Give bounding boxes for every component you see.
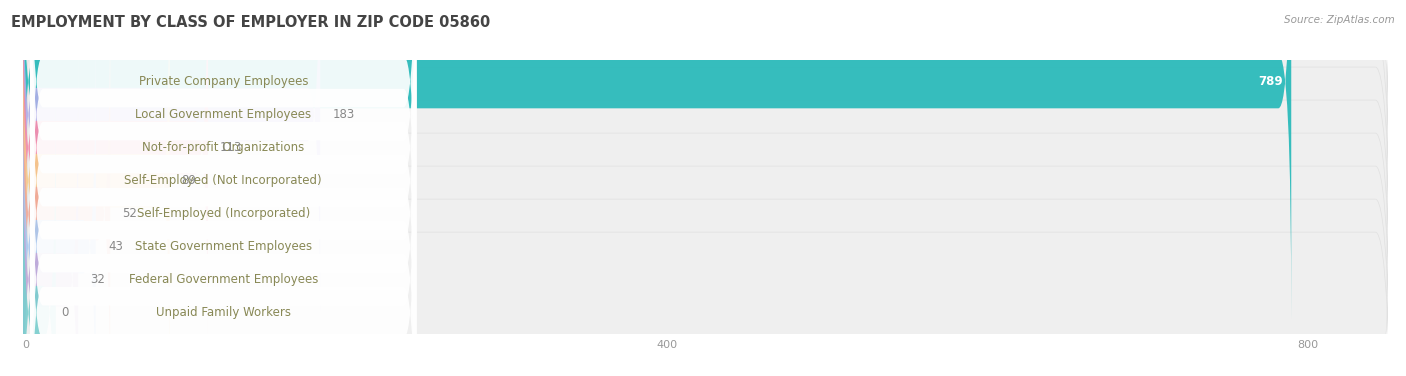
FancyBboxPatch shape bbox=[22, 0, 110, 376]
Text: 89: 89 bbox=[181, 174, 197, 187]
FancyBboxPatch shape bbox=[30, 0, 416, 376]
Text: 789: 789 bbox=[1258, 75, 1282, 88]
FancyBboxPatch shape bbox=[30, 0, 416, 320]
FancyBboxPatch shape bbox=[20, 0, 1392, 376]
Text: Source: ZipAtlas.com: Source: ZipAtlas.com bbox=[1284, 15, 1395, 25]
FancyBboxPatch shape bbox=[20, 0, 1392, 376]
FancyBboxPatch shape bbox=[22, 0, 170, 376]
FancyBboxPatch shape bbox=[30, 8, 416, 376]
Text: Unpaid Family Workers: Unpaid Family Workers bbox=[156, 306, 291, 319]
FancyBboxPatch shape bbox=[20, 0, 1392, 376]
Text: Private Company Employees: Private Company Employees bbox=[139, 75, 308, 88]
Text: State Government Employees: State Government Employees bbox=[135, 240, 312, 253]
FancyBboxPatch shape bbox=[22, 42, 79, 376]
Text: EMPLOYMENT BY CLASS OF EMPLOYER IN ZIP CODE 05860: EMPLOYMENT BY CLASS OF EMPLOYER IN ZIP C… bbox=[11, 15, 491, 30]
Text: 43: 43 bbox=[108, 240, 122, 253]
FancyBboxPatch shape bbox=[22, 0, 208, 376]
Text: 32: 32 bbox=[90, 273, 105, 286]
FancyBboxPatch shape bbox=[22, 9, 96, 376]
Text: 183: 183 bbox=[332, 108, 354, 121]
FancyBboxPatch shape bbox=[22, 75, 56, 376]
FancyBboxPatch shape bbox=[20, 0, 1392, 364]
Text: 0: 0 bbox=[62, 306, 69, 319]
Text: Self-Employed (Incorporated): Self-Employed (Incorporated) bbox=[136, 207, 309, 220]
FancyBboxPatch shape bbox=[22, 0, 321, 352]
FancyBboxPatch shape bbox=[22, 0, 1291, 319]
Text: Federal Government Employees: Federal Government Employees bbox=[128, 273, 318, 286]
FancyBboxPatch shape bbox=[30, 41, 416, 376]
FancyBboxPatch shape bbox=[20, 30, 1392, 376]
Text: 52: 52 bbox=[122, 207, 138, 220]
FancyBboxPatch shape bbox=[30, 0, 416, 376]
Text: 113: 113 bbox=[221, 141, 242, 154]
FancyBboxPatch shape bbox=[20, 0, 1392, 331]
Text: Local Government Employees: Local Government Employees bbox=[135, 108, 311, 121]
FancyBboxPatch shape bbox=[30, 0, 416, 353]
FancyBboxPatch shape bbox=[20, 63, 1392, 376]
FancyBboxPatch shape bbox=[30, 74, 416, 376]
FancyBboxPatch shape bbox=[30, 0, 416, 376]
FancyBboxPatch shape bbox=[20, 0, 1392, 376]
Text: Not-for-profit Organizations: Not-for-profit Organizations bbox=[142, 141, 304, 154]
Text: Self-Employed (Not Incorporated): Self-Employed (Not Incorporated) bbox=[125, 174, 322, 187]
